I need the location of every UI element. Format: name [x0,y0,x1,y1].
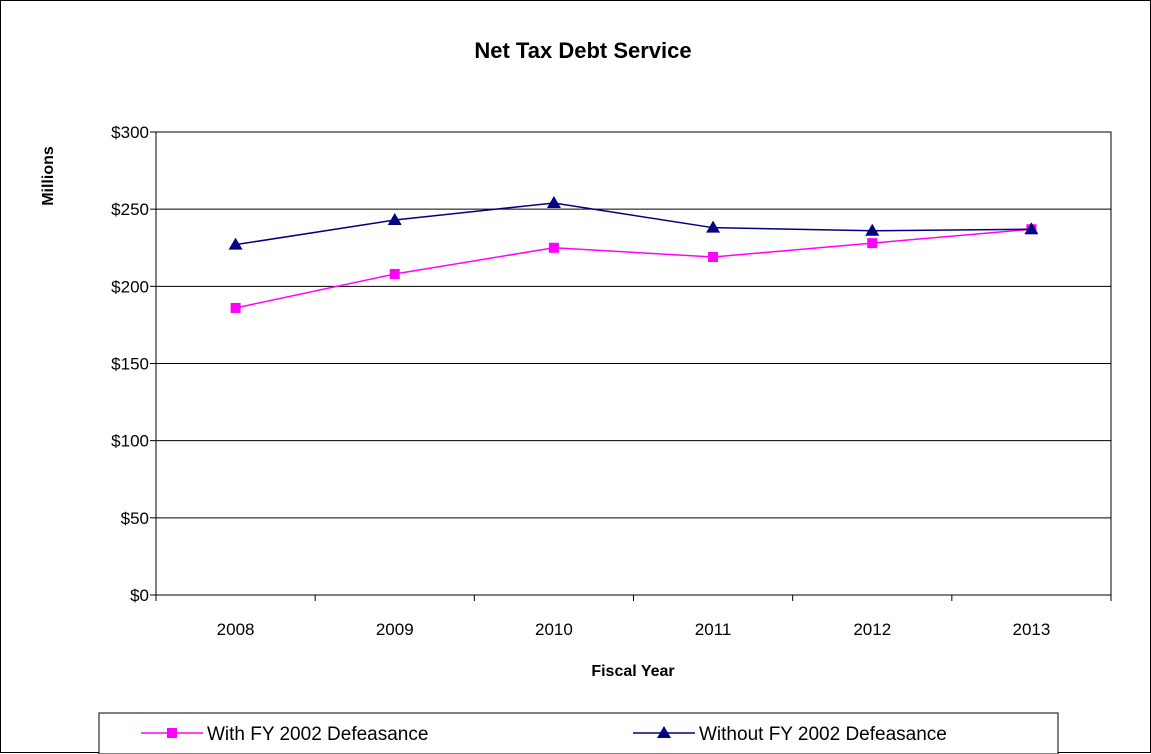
legend-marker [657,726,671,738]
series-line [235,202,1032,246]
data-point [1024,222,1039,235]
data-point [387,212,402,225]
x-tick-label: 2012 [853,620,891,639]
data-point [706,220,721,233]
y-tick-label: $150 [111,355,149,374]
data-point [708,252,719,263]
y-tick-label: $0 [130,586,149,605]
x-axis-label: Fiscal Year [591,663,674,680]
data-point [230,302,241,313]
y-tick-label: $250 [111,200,149,219]
plot-area: $0 $50 $100 $150 $200 $250 $300 2008 2009 2010 201… [111,123,1112,639]
x-tick-label: 2008 [217,620,255,639]
data-point [546,195,561,208]
y-tick-label: $300 [111,123,149,142]
x-tick-label: 2010 [535,620,573,639]
series-line [235,228,1032,309]
x-tick-label: 2011 [695,620,732,639]
data-point [548,242,559,253]
x-tick-label: 2013 [1013,620,1051,639]
y-tick-label: $100 [111,432,149,451]
chart-title: Net Tax Debt Service [474,38,691,63]
y-axis-label: Millions [40,146,57,206]
data-point [389,268,400,279]
legend: With FY 2002 Defeasance Without FY 2002 D… [98,712,1059,754]
y-tick-label: $50 [121,509,149,528]
y-tick-label: $200 [111,277,149,296]
x-tick-label: 2009 [376,620,414,639]
data-point [867,238,878,249]
legend-label: Without FY 2002 Defeasance [699,724,947,745]
data-point [865,223,880,236]
data-point [228,237,243,250]
legend-marker [167,728,177,738]
legend-box [98,712,1059,754]
legend-label: With FY 2002 Defeasance [207,724,428,745]
